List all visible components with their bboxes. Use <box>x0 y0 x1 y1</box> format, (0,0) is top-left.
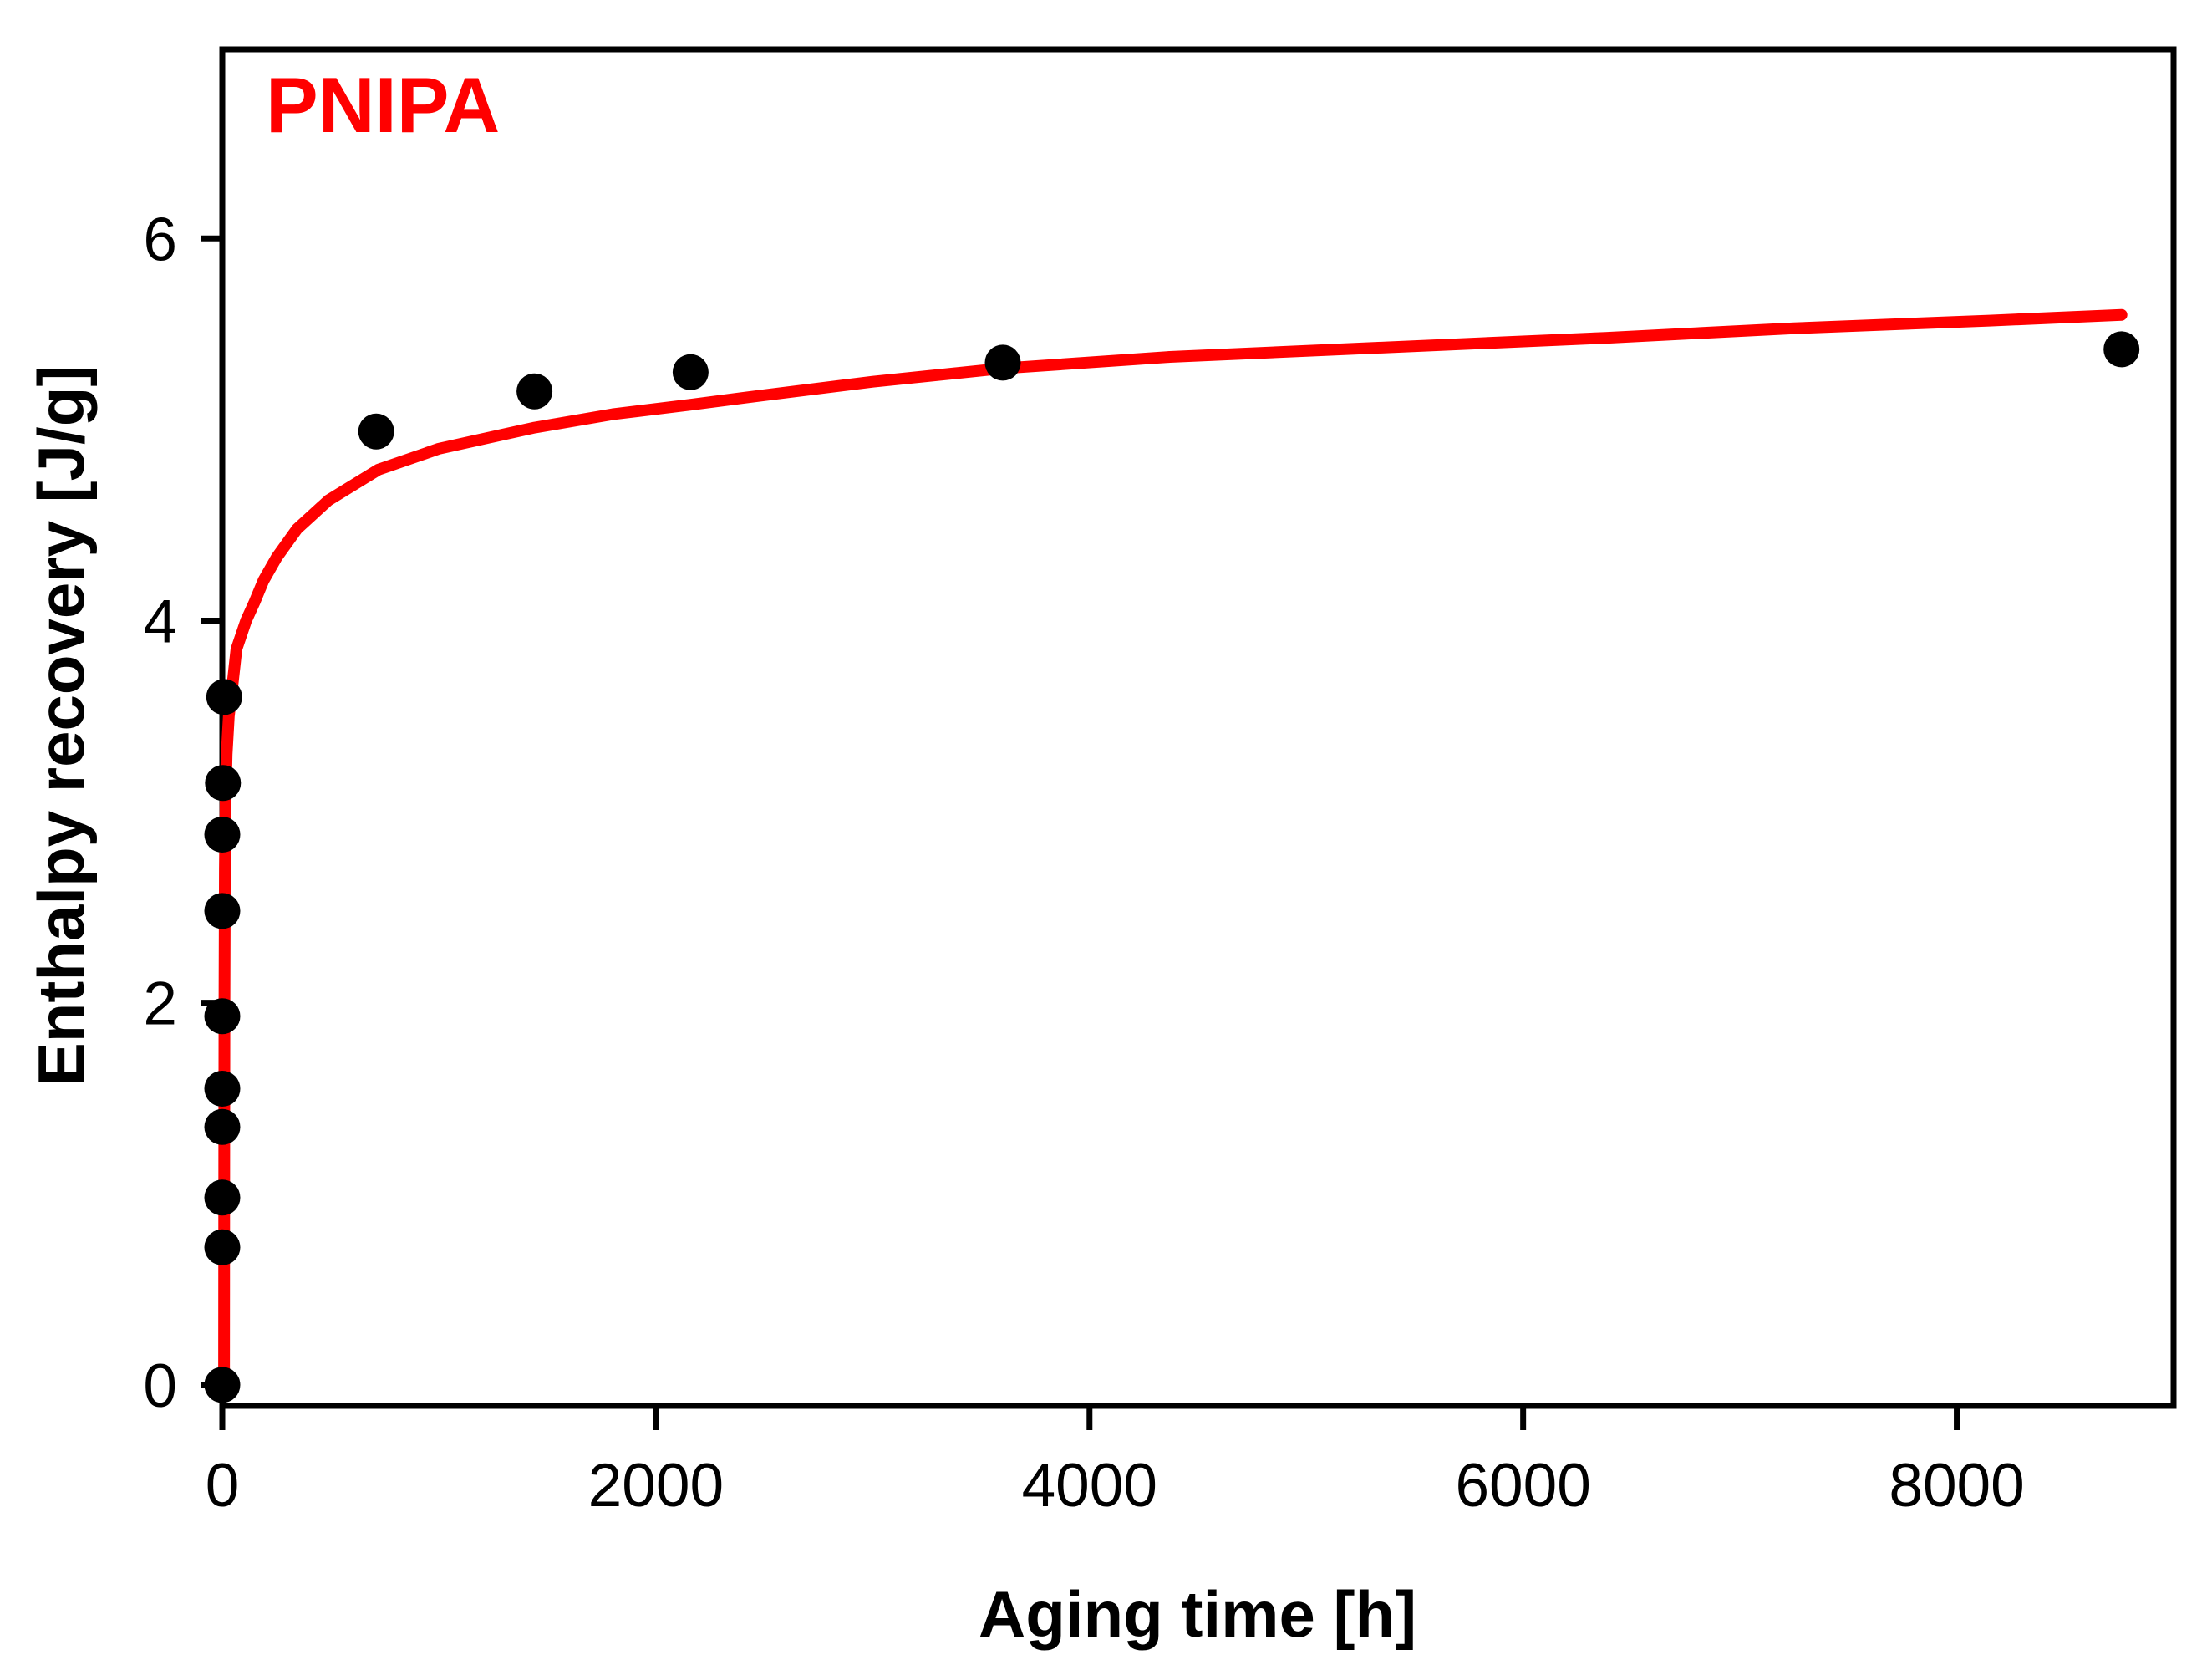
data-point <box>204 998 241 1035</box>
plot-frame <box>219 46 2177 1409</box>
x-tick-label: 2000 <box>588 1452 724 1520</box>
x-axis-ticks <box>219 1408 1960 1430</box>
data-point <box>204 1108 241 1145</box>
y-tick-label: 4 <box>143 588 177 655</box>
y-tick-label: 6 <box>143 206 177 273</box>
data-point <box>204 1179 241 1216</box>
x-tick-label: 8000 <box>1889 1452 2024 1520</box>
x-axis-tick-labels: 0 2000 4000 6000 8000 <box>206 1452 2025 1520</box>
data-point <box>204 1229 241 1265</box>
data-point <box>205 765 242 802</box>
data-point <box>204 893 241 929</box>
data-point <box>204 1071 241 1107</box>
data-point <box>516 373 553 410</box>
data-point <box>672 354 709 390</box>
panel-label: PNIPA <box>266 61 500 149</box>
y-axis-tick-labels: 0 2 4 6 <box>143 206 177 1420</box>
data-points <box>204 331 2140 1403</box>
y-tick-label: 0 <box>143 1352 177 1420</box>
data-point <box>2103 331 2140 368</box>
data-point <box>358 413 394 450</box>
x-tick-label: 0 <box>206 1452 240 1520</box>
x-axis-title: Aging time [h] <box>979 1577 1416 1651</box>
data-point <box>204 817 241 853</box>
fit-curve-line <box>218 308 2128 1398</box>
x-tick-label: 6000 <box>1455 1452 1590 1520</box>
data-point <box>204 1367 241 1403</box>
data-point <box>206 679 242 715</box>
y-tick-label: 2 <box>143 970 177 1038</box>
data-point <box>984 344 1021 381</box>
x-tick-label: 4000 <box>1022 1452 1157 1520</box>
y-axis-title: Enthalpy recovery [J/g] <box>24 365 98 1087</box>
